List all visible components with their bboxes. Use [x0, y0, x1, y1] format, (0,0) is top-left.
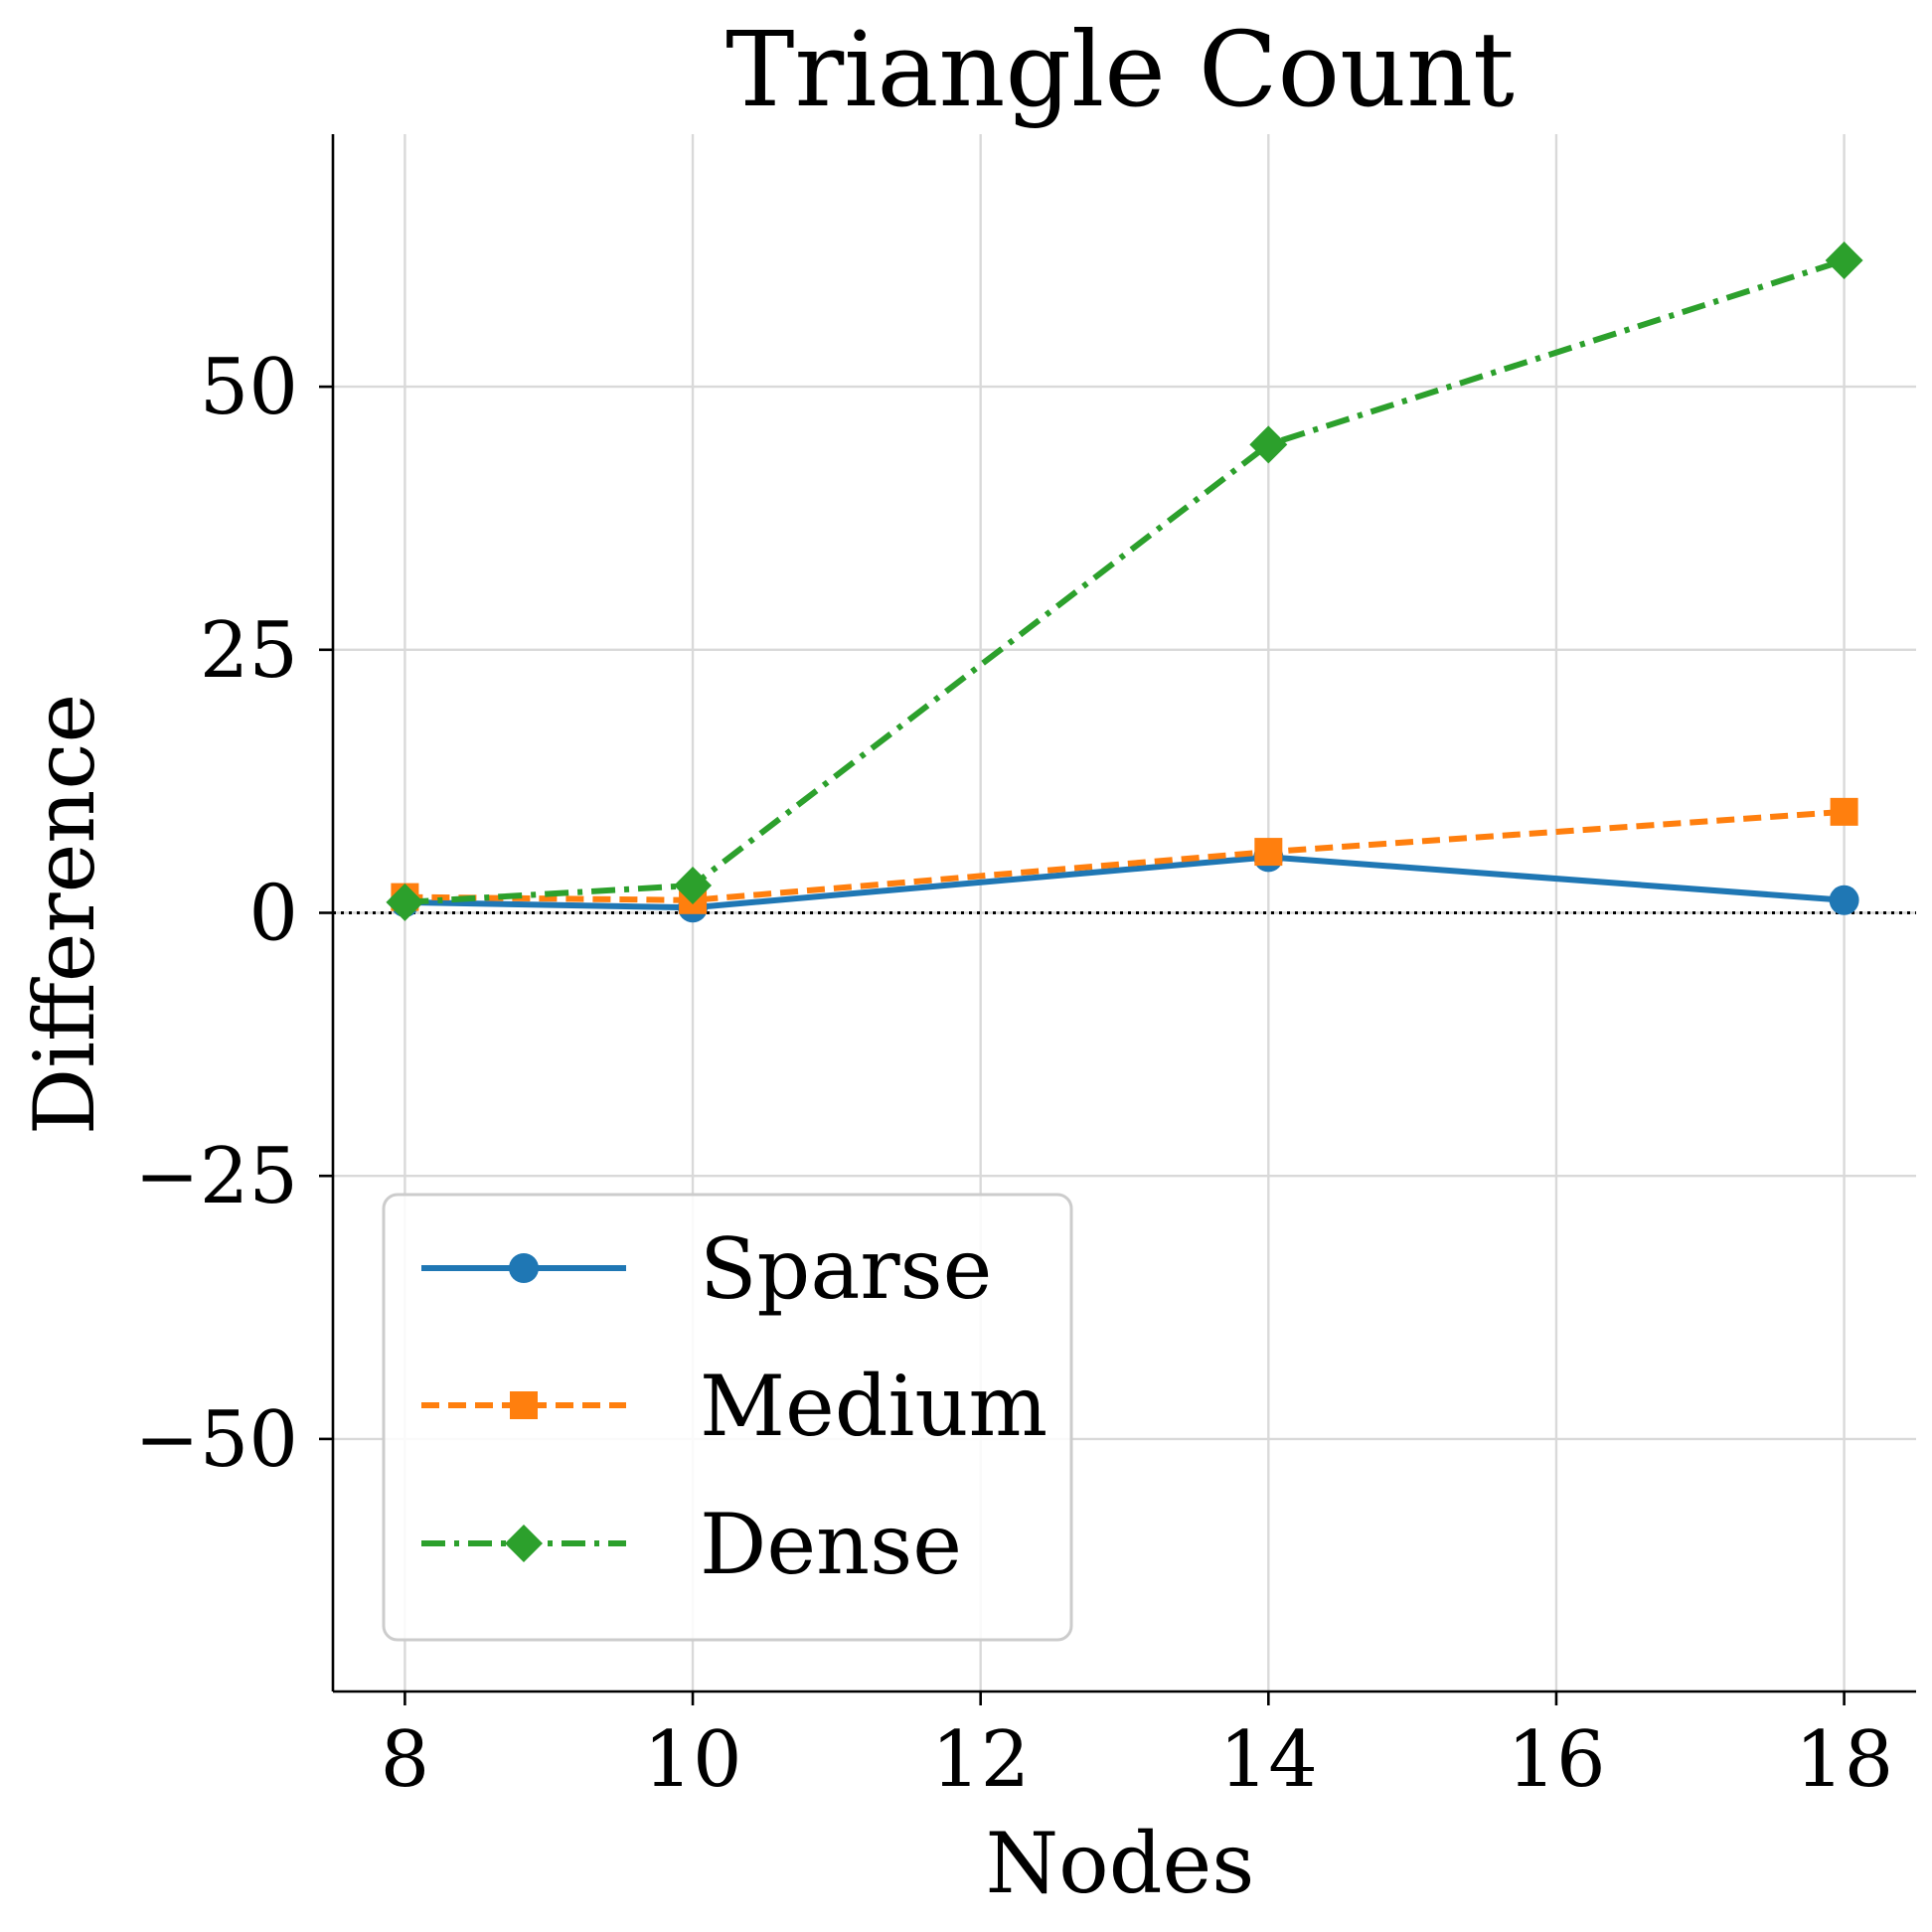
data-point-dense [1249, 425, 1288, 464]
legend-marker-medium [510, 1391, 538, 1419]
data-point-dense [386, 883, 424, 921]
legend-label-dense: Dense [700, 1496, 962, 1593]
legend-entry-medium: Medium [421, 1358, 1047, 1455]
series-dense [386, 242, 1863, 921]
y-tick-label: −25 [134, 1132, 298, 1221]
y-axis-ticks: −50 −25 0 25 50 [134, 343, 333, 1485]
data-point-dense [1825, 242, 1863, 280]
y-tick-label: −50 [134, 1395, 298, 1485]
legend-entry-sparse: Sparse [421, 1220, 992, 1318]
legend-label-medium: Medium [700, 1358, 1047, 1455]
series-line-sparse [404, 854, 1845, 911]
x-tick-label: 10 [643, 1715, 741, 1805]
data-point-medium [1254, 838, 1283, 867]
series-sparse [390, 842, 1859, 923]
legend-marker-dense [505, 1525, 543, 1562]
y-tick-label: 0 [248, 870, 298, 959]
series-line-medium [404, 808, 1845, 903]
x-tick-label: 14 [1219, 1715, 1318, 1805]
legend-entry-dense: Dense [421, 1496, 962, 1593]
y-axis-label: Difference [16, 694, 113, 1135]
data-point-medium [1830, 797, 1858, 826]
series-line-dense [404, 257, 1846, 905]
legend: Sparse Medium Dense [382, 1193, 1073, 1642]
x-tick-label: 12 [931, 1715, 1030, 1805]
data-point-dense [674, 866, 713, 904]
x-axis-ticks: 8 10 12 14 16 18 [381, 1691, 1893, 1805]
x-tick-label: 8 [381, 1715, 430, 1805]
legend-label-sparse: Sparse [700, 1220, 992, 1318]
y-tick-label: 50 [200, 343, 298, 432]
data-point-sparse [1829, 885, 1859, 915]
y-tick-label: 25 [200, 606, 298, 696]
x-tick-label: 16 [1507, 1715, 1605, 1805]
legend-box [382, 1193, 1073, 1642]
x-axis-label: Nodes [986, 1815, 1255, 1912]
x-tick-label: 18 [1795, 1715, 1893, 1805]
series-medium [391, 797, 1858, 914]
series-layer [386, 242, 1863, 923]
legend-marker-sparse [509, 1253, 539, 1283]
chart-title: Triangle Count [725, 9, 1515, 130]
